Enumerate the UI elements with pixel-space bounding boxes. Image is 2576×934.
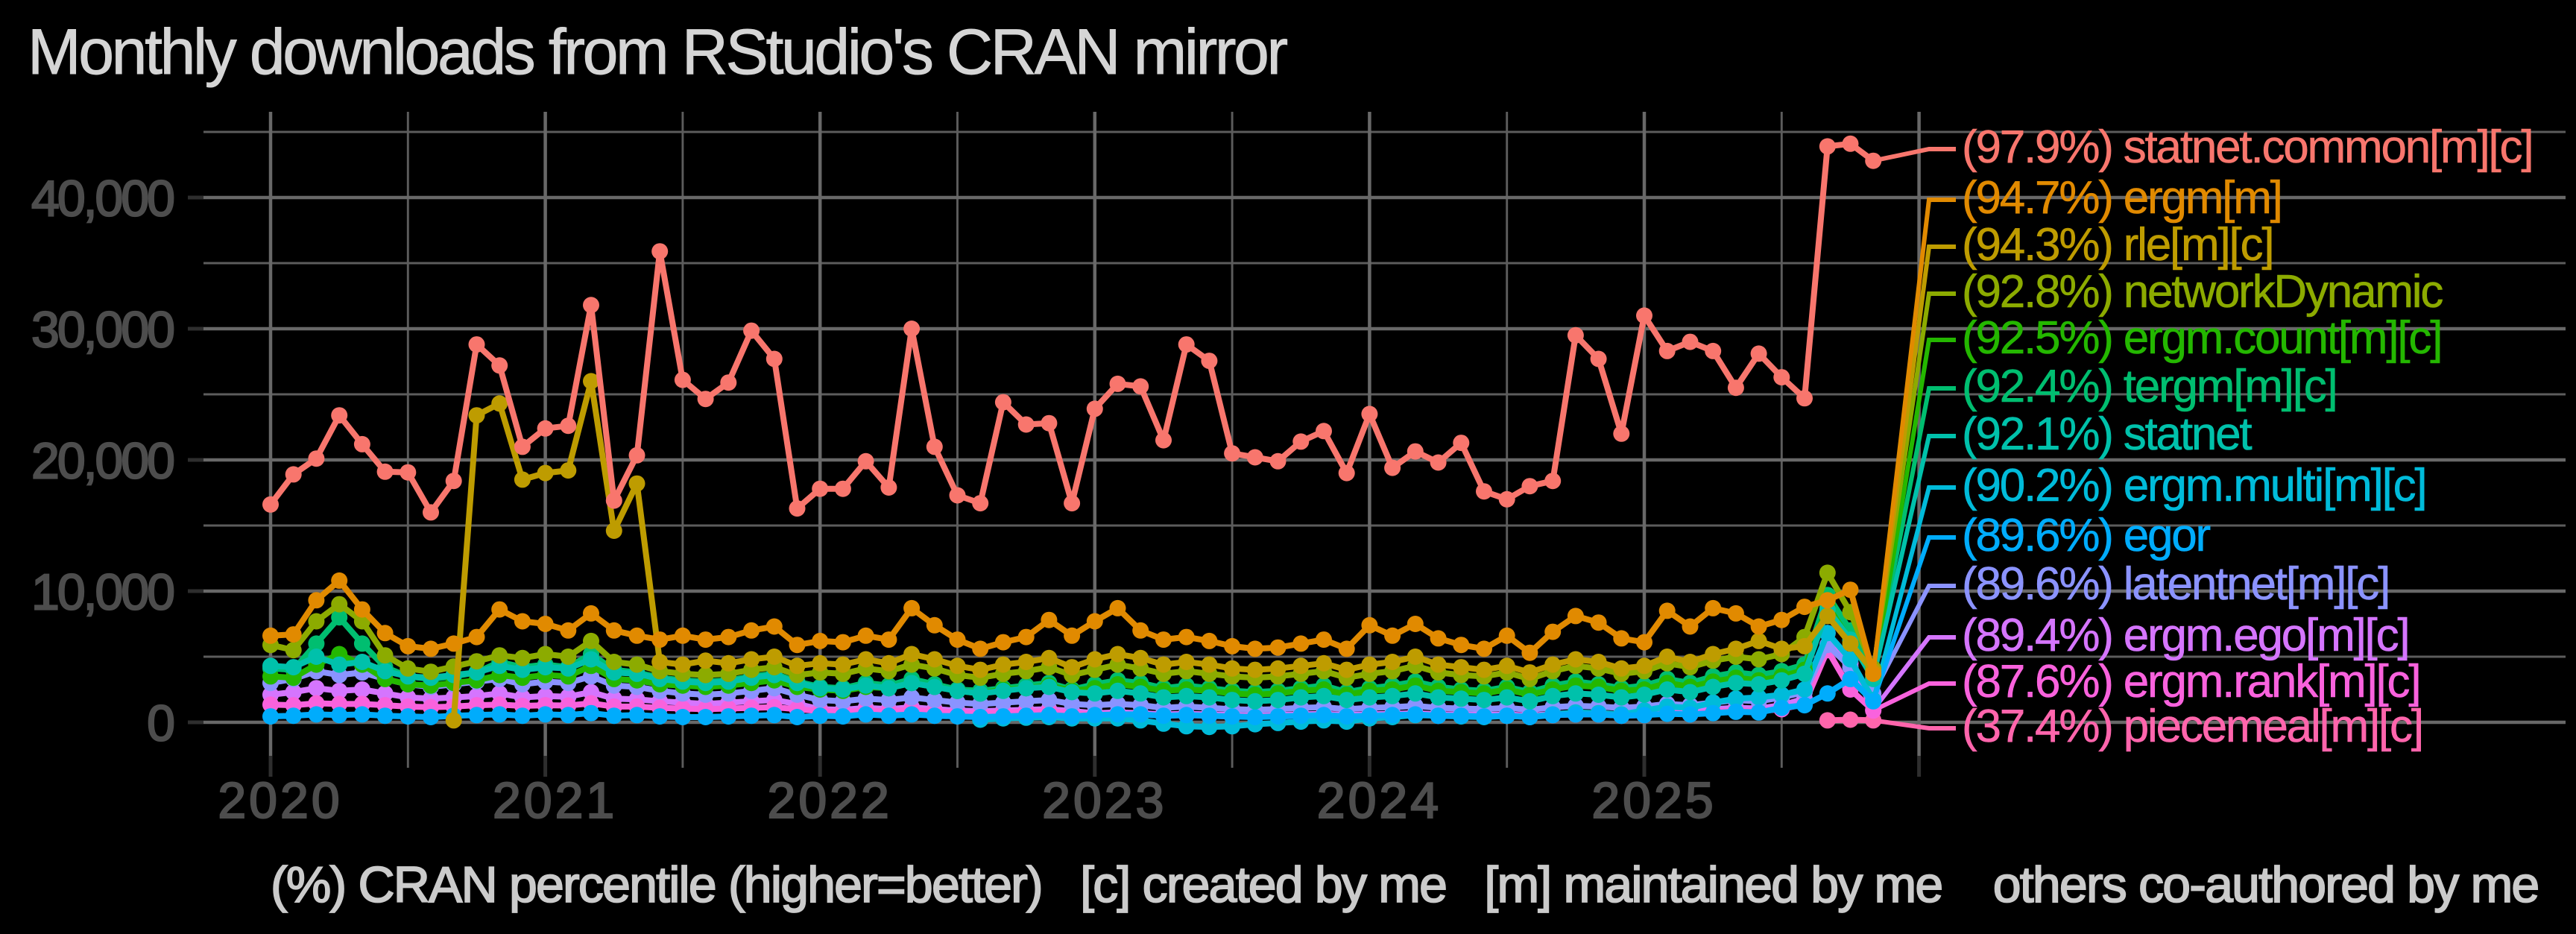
svg-text:(89.4%) ergm.ego[m][c]: (89.4%) ergm.ego[m][c] <box>1962 610 2408 661</box>
svg-text:2020: 2020 <box>218 772 342 829</box>
svg-text:(94.7%) ergm[m]: (94.7%) ergm[m] <box>1962 172 2282 224</box>
svg-text:(97.9%) statnet.common[m][c]: (97.9%) statnet.common[m][c] <box>1962 122 2532 173</box>
svg-text:(89.6%) egor: (89.6%) egor <box>1962 510 2211 561</box>
svg-text:(90.2%) ergm.multi[m][c]: (90.2%) ergm.multi[m][c] <box>1962 460 2425 511</box>
svg-text:(89.6%) latentnet[m][c]: (89.6%) latentnet[m][c] <box>1962 558 2389 610</box>
svg-text:10,000: 10,000 <box>31 564 174 621</box>
svg-text:2021: 2021 <box>493 772 617 829</box>
svg-text:(37.4%) piecemeal[m][c]: (37.4%) piecemeal[m][c] <box>1962 701 2422 752</box>
svg-text:(92.4%) tergm[m][c]: (92.4%) tergm[m][c] <box>1962 361 2337 412</box>
svg-text:2025: 2025 <box>1591 772 1716 829</box>
svg-text:(87.6%) ergm.rank[m][c]: (87.6%) ergm.rank[m][c] <box>1962 656 2419 707</box>
svg-text:2023: 2023 <box>1042 772 1167 829</box>
svg-text:20,000: 20,000 <box>31 433 174 490</box>
svg-text:(%) CRAN percentile (higher=be: (%) CRAN percentile (higher=better) [c] … <box>271 856 2538 913</box>
svg-text:(94.3%) rle[m][c]: (94.3%) rle[m][c] <box>1962 219 2273 271</box>
svg-text:2022: 2022 <box>768 772 892 829</box>
svg-text:0: 0 <box>147 695 174 752</box>
svg-text:(92.5%) ergm.count[m][c]: (92.5%) ergm.count[m][c] <box>1962 312 2441 364</box>
svg-text:2024: 2024 <box>1317 772 1442 829</box>
svg-text:30,000: 30,000 <box>31 302 174 359</box>
svg-text:40,000: 40,000 <box>31 171 174 227</box>
svg-text:Monthly downloads from RStudio: Monthly downloads from RStudio's CRAN mi… <box>28 16 1287 88</box>
svg-text:(92.8%) networkDynamic: (92.8%) networkDynamic <box>1962 266 2443 318</box>
svg-text:(92.1%) statnet: (92.1%) statnet <box>1962 408 2252 460</box>
